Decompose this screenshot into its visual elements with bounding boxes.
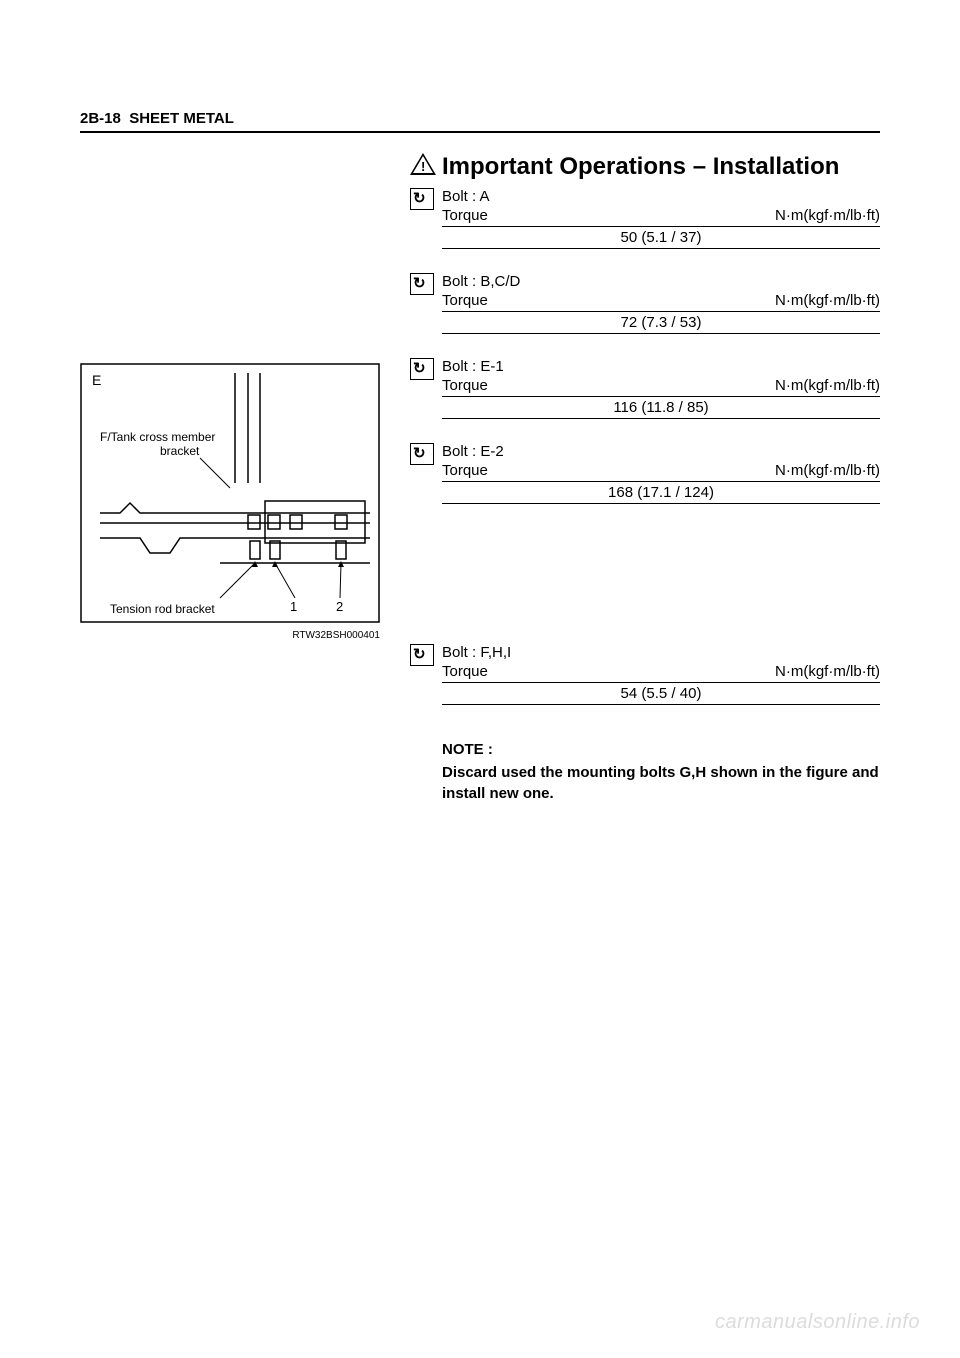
bolt-row-e1: ↻ Bolt : E-1 Torque N·m(kgf·m/lb·ft) 116… [410, 358, 880, 443]
svg-text:1: 1 [290, 599, 297, 614]
svg-text:Tension rod bracket: Tension rod bracket [110, 602, 215, 616]
torque-label: Torque [442, 207, 488, 224]
diagram-container: E F/Tank cross member bracket [80, 363, 380, 641]
section-title: Important Operations – Installation [442, 153, 839, 181]
note-label: NOTE : [442, 741, 880, 758]
torque-unit: N·m(kgf·m/lb·ft) [775, 377, 880, 394]
watermark: carmanualsonline.info [715, 1311, 920, 1334]
bolt-label: Bolt : E-1 [442, 358, 880, 375]
reassemble-icon: ↻ [410, 644, 434, 666]
icon-column: ! [410, 153, 442, 188]
bolt-label: Bolt : B,C/D [442, 273, 880, 290]
torque-label: Torque [442, 377, 488, 394]
reassemble-icon: ↻ [410, 358, 434, 380]
torque-unit: N·m(kgf·m/lb·ft) [775, 207, 880, 224]
torque-label: Torque [442, 663, 488, 680]
right-column: ! Important Operations – Installation ↻ … [400, 153, 880, 804]
svg-text:F/Tank cross member: F/Tank cross member [100, 430, 215, 444]
note-text: Discard used the mounting bolts G,H show… [442, 762, 880, 804]
torque-value: 72 (7.3 / 53) [442, 312, 880, 334]
note-row: NOTE : Discard used the mounting bolts G… [410, 729, 880, 804]
caution-icon: ! [410, 153, 436, 175]
torque-value: 168 (17.1 / 124) [442, 482, 880, 504]
reassemble-icon: ↻ [410, 273, 434, 295]
page-container: 2B-18 SHEET METAL E F/Tank cross member … [0, 0, 960, 844]
section-name: SHEET METAL [129, 110, 234, 127]
svg-text:E: E [92, 372, 101, 388]
bolt-row-a: ↻ Bolt : A Torque N·m(kgf·m/lb·ft) 50 (5… [410, 188, 880, 273]
content-columns: E F/Tank cross member bracket [80, 153, 880, 804]
page-header: 2B-18 SHEET METAL [80, 110, 880, 133]
svg-text:2: 2 [336, 599, 343, 614]
bolt-row-e2: ↻ Bolt : E-2 Torque N·m(kgf·m/lb·ft) 168… [410, 443, 880, 644]
bolt-row-bcd: ↻ Bolt : B,C/D Torque N·m(kgf·m/lb·ft) 7… [410, 273, 880, 358]
torque-value: 50 (5.1 / 37) [442, 227, 880, 249]
diagram-caption: RTW32BSH000401 [80, 630, 380, 641]
torque-label: Torque [442, 292, 488, 309]
bolt-label: Bolt : A [442, 188, 880, 205]
torque-unit: N·m(kgf·m/lb·ft) [775, 292, 880, 309]
reassemble-icon: ↻ [410, 188, 434, 210]
diagram-svg: E F/Tank cross member bracket [80, 363, 380, 623]
page-id: 2B-18 [80, 110, 121, 127]
title-row: ! Important Operations – Installation [410, 153, 880, 188]
bolt-label: Bolt : E-2 [442, 443, 880, 460]
reassemble-icon: ↻ [410, 443, 434, 465]
svg-text:bracket: bracket [160, 444, 200, 458]
torque-label: Torque [442, 462, 488, 479]
torque-unit: N·m(kgf·m/lb·ft) [775, 663, 880, 680]
bolt-label: Bolt : F,H,I [442, 644, 880, 661]
bolt-row-fhi: ↻ Bolt : F,H,I Torque N·m(kgf·m/lb·ft) 5… [410, 644, 880, 729]
torque-unit: N·m(kgf·m/lb·ft) [775, 462, 880, 479]
torque-value: 54 (5.5 / 40) [442, 683, 880, 705]
left-column: E F/Tank cross member bracket [80, 153, 400, 804]
torque-value: 116 (11.8 / 85) [442, 397, 880, 419]
